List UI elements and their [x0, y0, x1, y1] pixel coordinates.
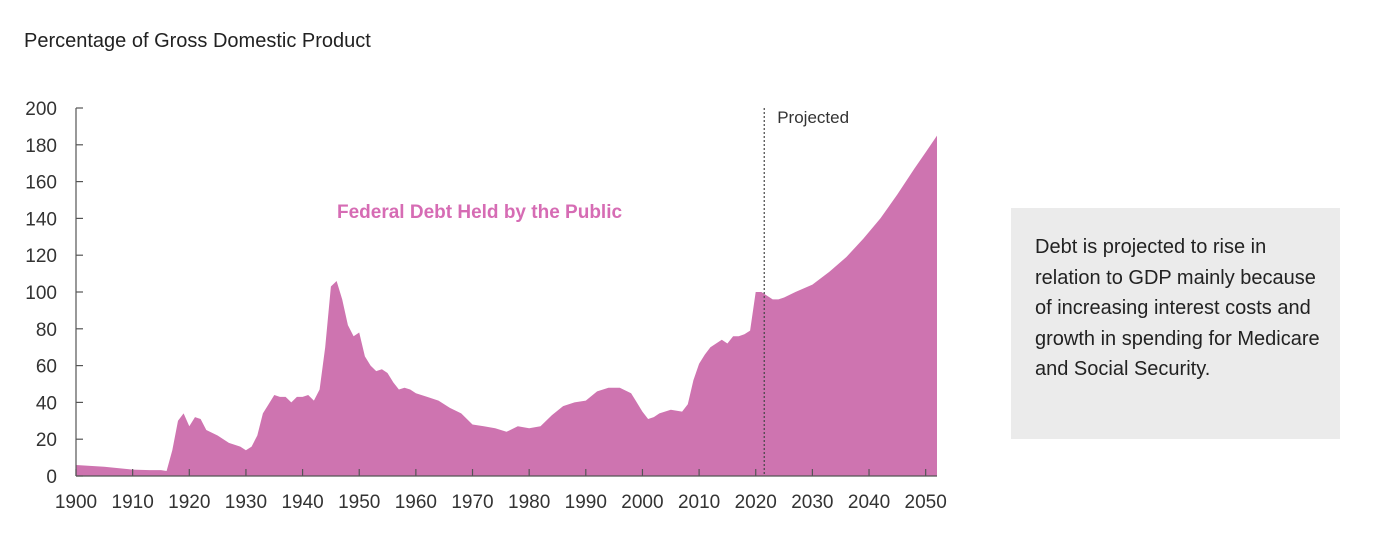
y-tick-label: 100: [25, 283, 57, 304]
debt-area: [76, 135, 937, 476]
x-tick-label: 2030: [791, 492, 833, 513]
x-tick-label: 2020: [735, 492, 777, 513]
projected-label: Projected: [777, 108, 849, 127]
x-tick-label: 1970: [451, 492, 493, 513]
y-tick-label: 0: [46, 467, 57, 488]
y-tick-label: 60: [36, 357, 57, 378]
x-tick-label: 1960: [395, 492, 437, 513]
y-tick-label: 120: [25, 246, 57, 267]
x-tick-label: 1900: [55, 492, 97, 513]
x-tick-label: 1980: [508, 492, 550, 513]
y-tick-label: 160: [25, 173, 57, 194]
x-tick-label: 1940: [281, 492, 323, 513]
y-axis-title: Percentage of Gross Domestic Product: [24, 30, 371, 52]
y-tick-label: 20: [36, 430, 57, 451]
note-text: Debt is projected to rise in relation to…: [1035, 236, 1320, 380]
note-box: Debt is projected to rise in relation to…: [1011, 208, 1340, 439]
x-tick-label: 1930: [225, 492, 267, 513]
y-tick-label: 40: [36, 393, 57, 414]
y-tick-label: 140: [25, 209, 57, 230]
x-tick-label: 1920: [168, 492, 210, 513]
x-tick-label: 2000: [621, 492, 663, 513]
y-tick-label: 200: [25, 99, 57, 120]
x-tick-label: 2040: [848, 492, 890, 513]
series-label: Federal Debt Held by the Public: [337, 202, 622, 223]
x-tick-label: 1990: [565, 492, 607, 513]
x-tick-label: 1950: [338, 492, 380, 513]
x-tick-label: 1910: [112, 492, 154, 513]
x-tick-label: 2050: [905, 492, 947, 513]
y-tick-label: 80: [36, 320, 57, 341]
y-tick-label: 180: [25, 136, 57, 157]
x-tick-label: 2010: [678, 492, 720, 513]
